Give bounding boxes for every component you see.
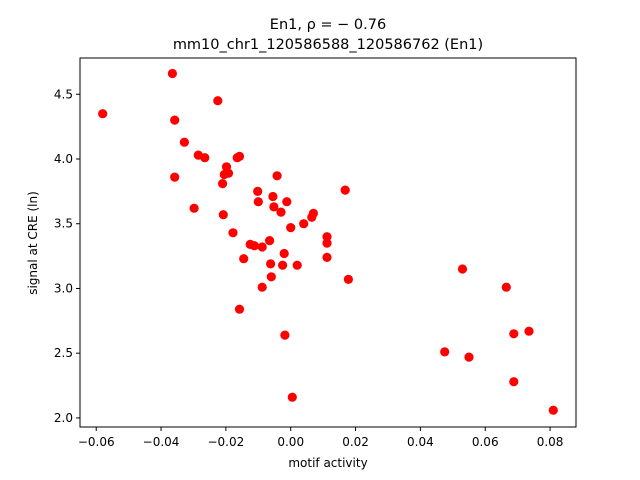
scatter-point xyxy=(457,264,468,274)
scatter-point xyxy=(223,168,234,178)
chart-title-line1: En1, ρ = − 0.76 xyxy=(270,17,386,33)
x-tick-label: 0.02 xyxy=(342,435,369,449)
scatter-point xyxy=(257,282,267,292)
y-tick-label: 4.5 xyxy=(54,87,73,101)
scatter-point xyxy=(234,151,245,161)
y-tick-label: 4.0 xyxy=(54,152,73,166)
scatter-point xyxy=(170,172,180,182)
scatter-point xyxy=(548,405,558,415)
scatter-point xyxy=(286,223,296,233)
scatter-point xyxy=(276,207,286,217)
x-tick-label: 0.00 xyxy=(277,435,304,449)
plot-area-frame xyxy=(79,57,577,428)
scatter-point xyxy=(218,210,228,220)
scatter-point xyxy=(509,329,519,339)
scatter-point xyxy=(280,330,290,340)
x-axis-ticks: −0.06 −0.04 −0.02 0.00 0.02 0.04 0.06 0.08 xyxy=(78,427,564,449)
scatter-point xyxy=(322,232,332,242)
scatter-point xyxy=(189,203,199,213)
scatter-point xyxy=(213,96,223,106)
scatter-point xyxy=(440,347,450,357)
scatter-point xyxy=(266,272,276,282)
scatter-point xyxy=(343,274,353,284)
scatter-point xyxy=(268,191,278,202)
scatter-point xyxy=(272,171,282,181)
scatter-point xyxy=(253,186,263,196)
x-tick-label: 0.08 xyxy=(537,435,564,449)
scatter-point xyxy=(278,260,288,270)
y-axis-ticks: 2.0 2.5 3.0 3.5 4.0 4.5 xyxy=(54,87,80,425)
scatter-point xyxy=(340,185,350,195)
scatter-point xyxy=(234,304,245,314)
scatter-point xyxy=(292,260,302,270)
scatter-point xyxy=(308,208,318,218)
scatter-point xyxy=(249,241,259,251)
y-axis-label: signal at CRE (ln) xyxy=(26,191,40,295)
scatter-point xyxy=(253,197,263,207)
scatter-point xyxy=(322,238,332,248)
scatter-point xyxy=(218,179,228,189)
x-tick-label: 0.06 xyxy=(472,435,499,449)
scatter-point xyxy=(524,326,534,336)
chart-title-line2: mm10_chr1_120586588_120586762 (En1) xyxy=(173,37,483,53)
scatter-point xyxy=(265,236,275,246)
scatter-point xyxy=(167,68,177,79)
y-tick-label: 3.0 xyxy=(54,281,73,295)
y-tick-label: 2.5 xyxy=(54,346,73,360)
scatter-point xyxy=(501,282,511,292)
scatter-point xyxy=(228,228,238,238)
data-points xyxy=(98,68,558,415)
x-tick-label: 0.04 xyxy=(407,435,434,449)
x-tick-label: −0.06 xyxy=(78,435,115,449)
scatter-point xyxy=(170,115,180,125)
scatter-point xyxy=(299,219,309,229)
scatter-point xyxy=(257,242,267,252)
scatter-point xyxy=(282,197,292,207)
x-axis-label: motif activity xyxy=(288,456,367,470)
scatter-point xyxy=(179,137,189,147)
scatter-point xyxy=(266,259,276,269)
scatter-point xyxy=(98,109,108,119)
y-tick-label: 3.5 xyxy=(54,217,73,231)
scatter-point xyxy=(287,392,297,402)
x-tick-label: −0.04 xyxy=(143,435,180,449)
scatter-point xyxy=(269,202,279,212)
scatter-point xyxy=(200,153,210,163)
scatter-point xyxy=(509,377,519,387)
y-tick-label: 2.0 xyxy=(54,411,73,425)
x-tick-label: −0.02 xyxy=(207,435,244,449)
scatter-point xyxy=(279,248,289,259)
scatter-point xyxy=(322,252,332,262)
scatter-point xyxy=(464,352,474,362)
scatter-point xyxy=(239,254,249,264)
